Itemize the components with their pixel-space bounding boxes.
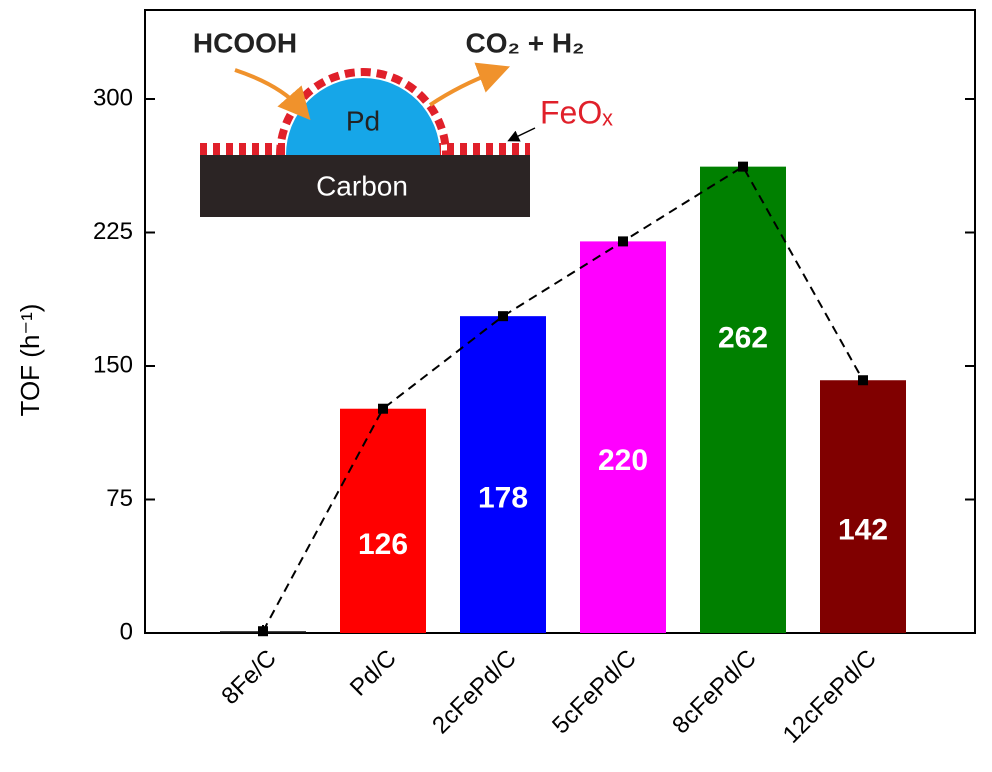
y-tick-label: 225 bbox=[93, 218, 133, 245]
bar bbox=[580, 241, 666, 633]
line-marker bbox=[618, 236, 628, 247]
inset-text: FeOₓ bbox=[540, 94, 613, 130]
x-tick-label: 2cFePd/C bbox=[427, 645, 522, 740]
metal-particle bbox=[286, 78, 440, 155]
line-marker bbox=[498, 311, 508, 322]
data-label: 142 bbox=[838, 514, 888, 547]
inset: HCOOH CO₂ + H₂ Pd FeOₓ Carbon bbox=[193, 27, 613, 217]
x-tick-label: Pd/C bbox=[345, 645, 402, 702]
line-marker bbox=[738, 161, 748, 172]
data-label: 126 bbox=[358, 528, 408, 561]
data-label: 220 bbox=[598, 444, 648, 477]
plot-frame bbox=[144, 9, 976, 634]
data-label: 178 bbox=[478, 482, 528, 515]
x-tick-label: 5cFePd/C bbox=[547, 645, 642, 740]
y-tick-label: 0 bbox=[120, 618, 133, 645]
line-marker bbox=[378, 403, 388, 414]
support bbox=[200, 155, 530, 217]
arrow bbox=[428, 62, 510, 107]
x-tick-label: 12cFePd/C bbox=[778, 645, 882, 749]
inset-text: Carbon bbox=[316, 170, 408, 201]
y-tick-label: 75 bbox=[106, 485, 133, 512]
line-marker bbox=[858, 375, 868, 386]
inset-text: HCOOH bbox=[193, 27, 297, 58]
x-tick-label: 8Fe/C bbox=[216, 645, 281, 710]
y-tick-label: 300 bbox=[93, 84, 133, 111]
arrow bbox=[234, 68, 311, 121]
line-marker bbox=[258, 626, 268, 637]
x-tick-label: 8cFePd/C bbox=[667, 645, 762, 740]
bar bbox=[460, 316, 546, 633]
y-tick-label: 150 bbox=[93, 351, 133, 378]
inset-text: CO₂ + H₂ bbox=[465, 27, 584, 58]
bar bbox=[820, 380, 906, 633]
bar bbox=[340, 408, 426, 633]
inset-text: Pd bbox=[346, 105, 380, 136]
y-axis-label: TOF (h⁻¹) bbox=[15, 304, 45, 417]
bar bbox=[700, 166, 786, 633]
trend-line bbox=[262, 165, 864, 632]
arrow bbox=[507, 127, 536, 142]
data-label: 262 bbox=[718, 322, 768, 355]
